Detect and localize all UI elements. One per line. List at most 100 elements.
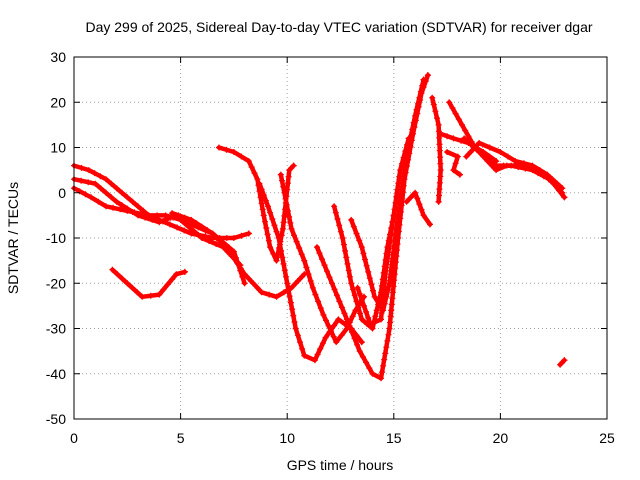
data-point — [182, 221, 189, 228]
data-point — [358, 339, 365, 346]
y-tick-label: 0 — [58, 185, 66, 201]
data-point — [400, 154, 407, 161]
data-point — [437, 154, 444, 161]
data-point — [166, 221, 173, 228]
data-point — [416, 201, 423, 208]
data-point — [493, 167, 500, 174]
data-point — [358, 316, 365, 323]
data-point — [258, 289, 265, 296]
data-point — [389, 289, 396, 296]
data-point — [459, 121, 465, 128]
data-point — [437, 167, 444, 174]
data-point — [549, 176, 556, 183]
data-point — [147, 292, 154, 299]
data-point — [223, 235, 230, 241]
data-point — [349, 329, 355, 336]
data-series — [71, 72, 568, 382]
data-point — [405, 135, 412, 142]
data-point — [396, 173, 403, 180]
data-point — [260, 192, 267, 198]
data-point — [156, 291, 163, 298]
data-point — [458, 137, 464, 144]
data-point — [450, 167, 457, 174]
data-point — [267, 244, 274, 251]
data-point — [82, 191, 89, 198]
data-point — [260, 212, 267, 219]
data-point — [333, 339, 340, 346]
data-point — [251, 170, 258, 177]
data-point — [419, 82, 426, 89]
data-point — [407, 194, 414, 201]
data-point — [213, 241, 220, 247]
data-point — [110, 204, 117, 211]
data-point — [160, 286, 167, 293]
data-point — [336, 222, 343, 229]
data-point — [559, 185, 566, 192]
series-arc-19 — [444, 149, 463, 178]
data-point — [293, 238, 300, 245]
data-point — [299, 345, 306, 352]
data-point — [331, 286, 338, 293]
data-point — [297, 275, 303, 282]
data-point — [78, 177, 85, 184]
data-point — [384, 258, 391, 265]
data-point — [520, 160, 527, 167]
data-point — [389, 255, 396, 262]
data-point — [287, 299, 294, 306]
data-point — [392, 199, 399, 206]
y-tick-label: -40 — [46, 366, 66, 382]
data-point — [234, 259, 241, 266]
data-point — [291, 319, 298, 325]
data-point — [303, 264, 310, 271]
data-point — [204, 227, 211, 234]
data-point — [484, 158, 491, 165]
data-point — [392, 230, 399, 237]
data-point — [314, 244, 320, 251]
data-point — [109, 266, 116, 273]
series-arc-20 — [557, 357, 568, 368]
data-point — [281, 212, 288, 219]
x-axis-label: GPS time / hours — [287, 457, 394, 473]
data-point — [383, 344, 390, 351]
data-point — [193, 230, 200, 237]
data-point — [349, 286, 356, 293]
data-point — [363, 262, 370, 269]
data-point — [387, 232, 394, 239]
data-point — [262, 218, 268, 225]
data-point — [216, 144, 222, 151]
data-point — [289, 306, 296, 313]
data-point — [387, 313, 394, 320]
data-point — [351, 292, 358, 299]
data-point — [264, 231, 271, 238]
data-point — [437, 160, 444, 167]
data-point — [417, 88, 424, 95]
data-point — [174, 224, 180, 231]
data-point — [223, 146, 230, 153]
data-point — [181, 268, 188, 275]
data-point — [336, 298, 343, 305]
data-point — [285, 173, 292, 180]
data-point — [320, 311, 327, 318]
data-point — [262, 197, 269, 204]
series-arc-4 — [109, 266, 188, 300]
data-point — [103, 203, 109, 210]
data-point — [544, 171, 551, 178]
data-point — [286, 293, 293, 300]
data-point — [362, 256, 368, 263]
data-point — [378, 310, 385, 316]
y-tick-labels: -50 -40 -30 -20 -10 0 10 20 30 — [46, 49, 66, 427]
data-point — [386, 280, 393, 287]
data-point — [156, 219, 163, 226]
data-point — [271, 222, 278, 229]
data-point — [317, 305, 324, 312]
data-point — [391, 243, 398, 250]
data-point — [265, 203, 271, 210]
series-arc-17 — [463, 140, 566, 192]
x-tick-label: 10 — [279, 430, 295, 446]
data-point — [371, 293, 378, 300]
series-trace — [557, 357, 567, 367]
data-point — [372, 313, 379, 320]
data-point — [390, 212, 397, 219]
data-point — [436, 186, 443, 193]
data-point — [222, 244, 229, 251]
